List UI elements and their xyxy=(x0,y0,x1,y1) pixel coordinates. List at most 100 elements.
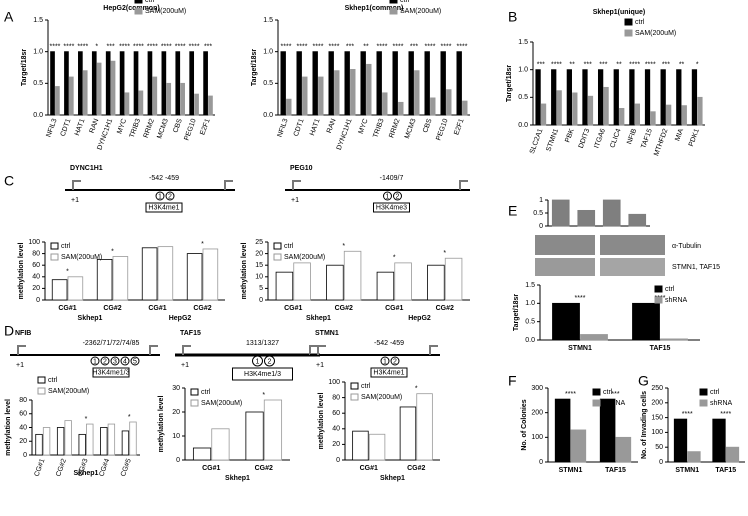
y-tick-label: 5 xyxy=(259,285,263,292)
group-label: Skhep1 xyxy=(225,475,250,482)
site-number: 1 xyxy=(158,193,162,200)
significance: **** xyxy=(329,44,340,51)
x-tick-label: MCM3 xyxy=(404,118,418,140)
panel-label: F xyxy=(508,373,517,389)
bar xyxy=(691,69,698,126)
bar xyxy=(398,101,404,116)
group-label: Skhep1 xyxy=(78,315,103,322)
x-tick-label: RRM2 xyxy=(143,118,156,139)
bar xyxy=(129,421,137,456)
y-axis-label: methylation level xyxy=(158,396,165,453)
significance: *** xyxy=(410,44,418,51)
position: -542 -459 xyxy=(149,175,179,182)
cpg-site xyxy=(120,356,130,366)
end-arrow xyxy=(149,345,158,355)
legend-label: shRNA xyxy=(665,297,688,304)
significance: * xyxy=(342,243,345,250)
bar xyxy=(566,69,572,126)
site-number: 5 xyxy=(133,358,137,365)
y-axis-label: Target/18sr xyxy=(21,49,28,86)
tss-arrow xyxy=(72,180,81,190)
group-label: Skhep1 xyxy=(306,315,331,322)
tss-arrow xyxy=(292,180,301,190)
histone-mark: H3K4me1 xyxy=(373,369,404,376)
y-tick-label: 150 xyxy=(651,414,663,421)
bar xyxy=(416,393,433,461)
group-label: HepG2 xyxy=(408,315,431,322)
blot-label: α-Tubulin xyxy=(672,243,701,250)
legend-swatch xyxy=(134,0,143,4)
legend-swatch xyxy=(350,382,359,390)
y-tick-label: 0 xyxy=(336,457,340,464)
cpg-site xyxy=(100,356,110,366)
bar xyxy=(157,246,174,301)
tss-label: +1 xyxy=(181,362,189,369)
bar xyxy=(100,427,108,456)
bar xyxy=(414,70,420,116)
significance: **** xyxy=(313,44,324,51)
significance: *** xyxy=(584,62,592,69)
blot-band xyxy=(600,258,665,276)
bar xyxy=(202,248,219,301)
bar xyxy=(119,51,125,116)
y-tick-label: 50 xyxy=(655,444,663,451)
y-tick-label: 0.0 xyxy=(33,112,43,119)
bar xyxy=(392,51,398,116)
bar xyxy=(192,447,212,461)
blot-band xyxy=(535,258,595,276)
bar xyxy=(650,111,656,126)
y-tick-label: 100 xyxy=(328,379,340,386)
y-tick-label: 60 xyxy=(332,410,340,417)
bar xyxy=(424,51,430,116)
bar xyxy=(50,51,55,116)
bar xyxy=(660,69,666,126)
y-tick-label: 20 xyxy=(32,285,40,292)
site-number: 2 xyxy=(103,358,107,365)
legend-label: ctrl xyxy=(48,377,58,384)
significance: *** xyxy=(662,62,670,69)
y-tick-label: 300 xyxy=(531,385,543,392)
bar xyxy=(296,51,302,116)
bar xyxy=(632,302,660,341)
x-tick-label: NFIB xyxy=(626,128,638,146)
x-tick-label: CG#1 xyxy=(148,305,166,312)
y-tick-label: 250 xyxy=(651,385,663,392)
x-tick-label: RAN xyxy=(89,118,101,134)
bar xyxy=(697,96,703,126)
significance: *** xyxy=(346,44,354,51)
x-tick-label: MYC xyxy=(358,118,370,135)
bar xyxy=(676,69,682,126)
bar xyxy=(56,427,65,456)
legend-label: SAM(200uM) xyxy=(61,254,102,261)
y-tick-label: 0.5 xyxy=(33,80,43,87)
bar xyxy=(64,51,69,116)
significance: **** xyxy=(63,44,74,51)
legend-label: shRNA xyxy=(603,400,626,407)
tss-arrow xyxy=(17,345,26,355)
bar xyxy=(394,262,412,301)
bar xyxy=(629,69,635,126)
x-tick-label: TAF15 xyxy=(640,128,654,150)
x-tick-label: ITGA6 xyxy=(593,128,607,150)
significance: **** xyxy=(629,62,640,69)
y-tick-label: 1.5 xyxy=(263,17,273,24)
bar xyxy=(582,69,588,126)
bar xyxy=(293,262,311,301)
y-tick-label: 200 xyxy=(651,400,663,407)
significance: * xyxy=(66,269,69,276)
x-tick-label: PEG10 xyxy=(183,118,197,142)
bar xyxy=(161,51,167,116)
cpg-site xyxy=(252,355,263,367)
bar xyxy=(42,427,51,456)
significance: **** xyxy=(645,62,656,69)
significance: *** xyxy=(107,44,115,51)
site-number: 2 xyxy=(396,193,400,200)
x-tick-label: CG#2 xyxy=(407,465,425,472)
cpg-site xyxy=(155,191,165,201)
legend-label: ctrl xyxy=(635,19,645,26)
bar xyxy=(275,271,294,301)
mark-box xyxy=(92,367,130,378)
bar xyxy=(408,51,414,116)
bar xyxy=(580,334,608,341)
x-tick-label: CG#1 xyxy=(360,465,378,472)
